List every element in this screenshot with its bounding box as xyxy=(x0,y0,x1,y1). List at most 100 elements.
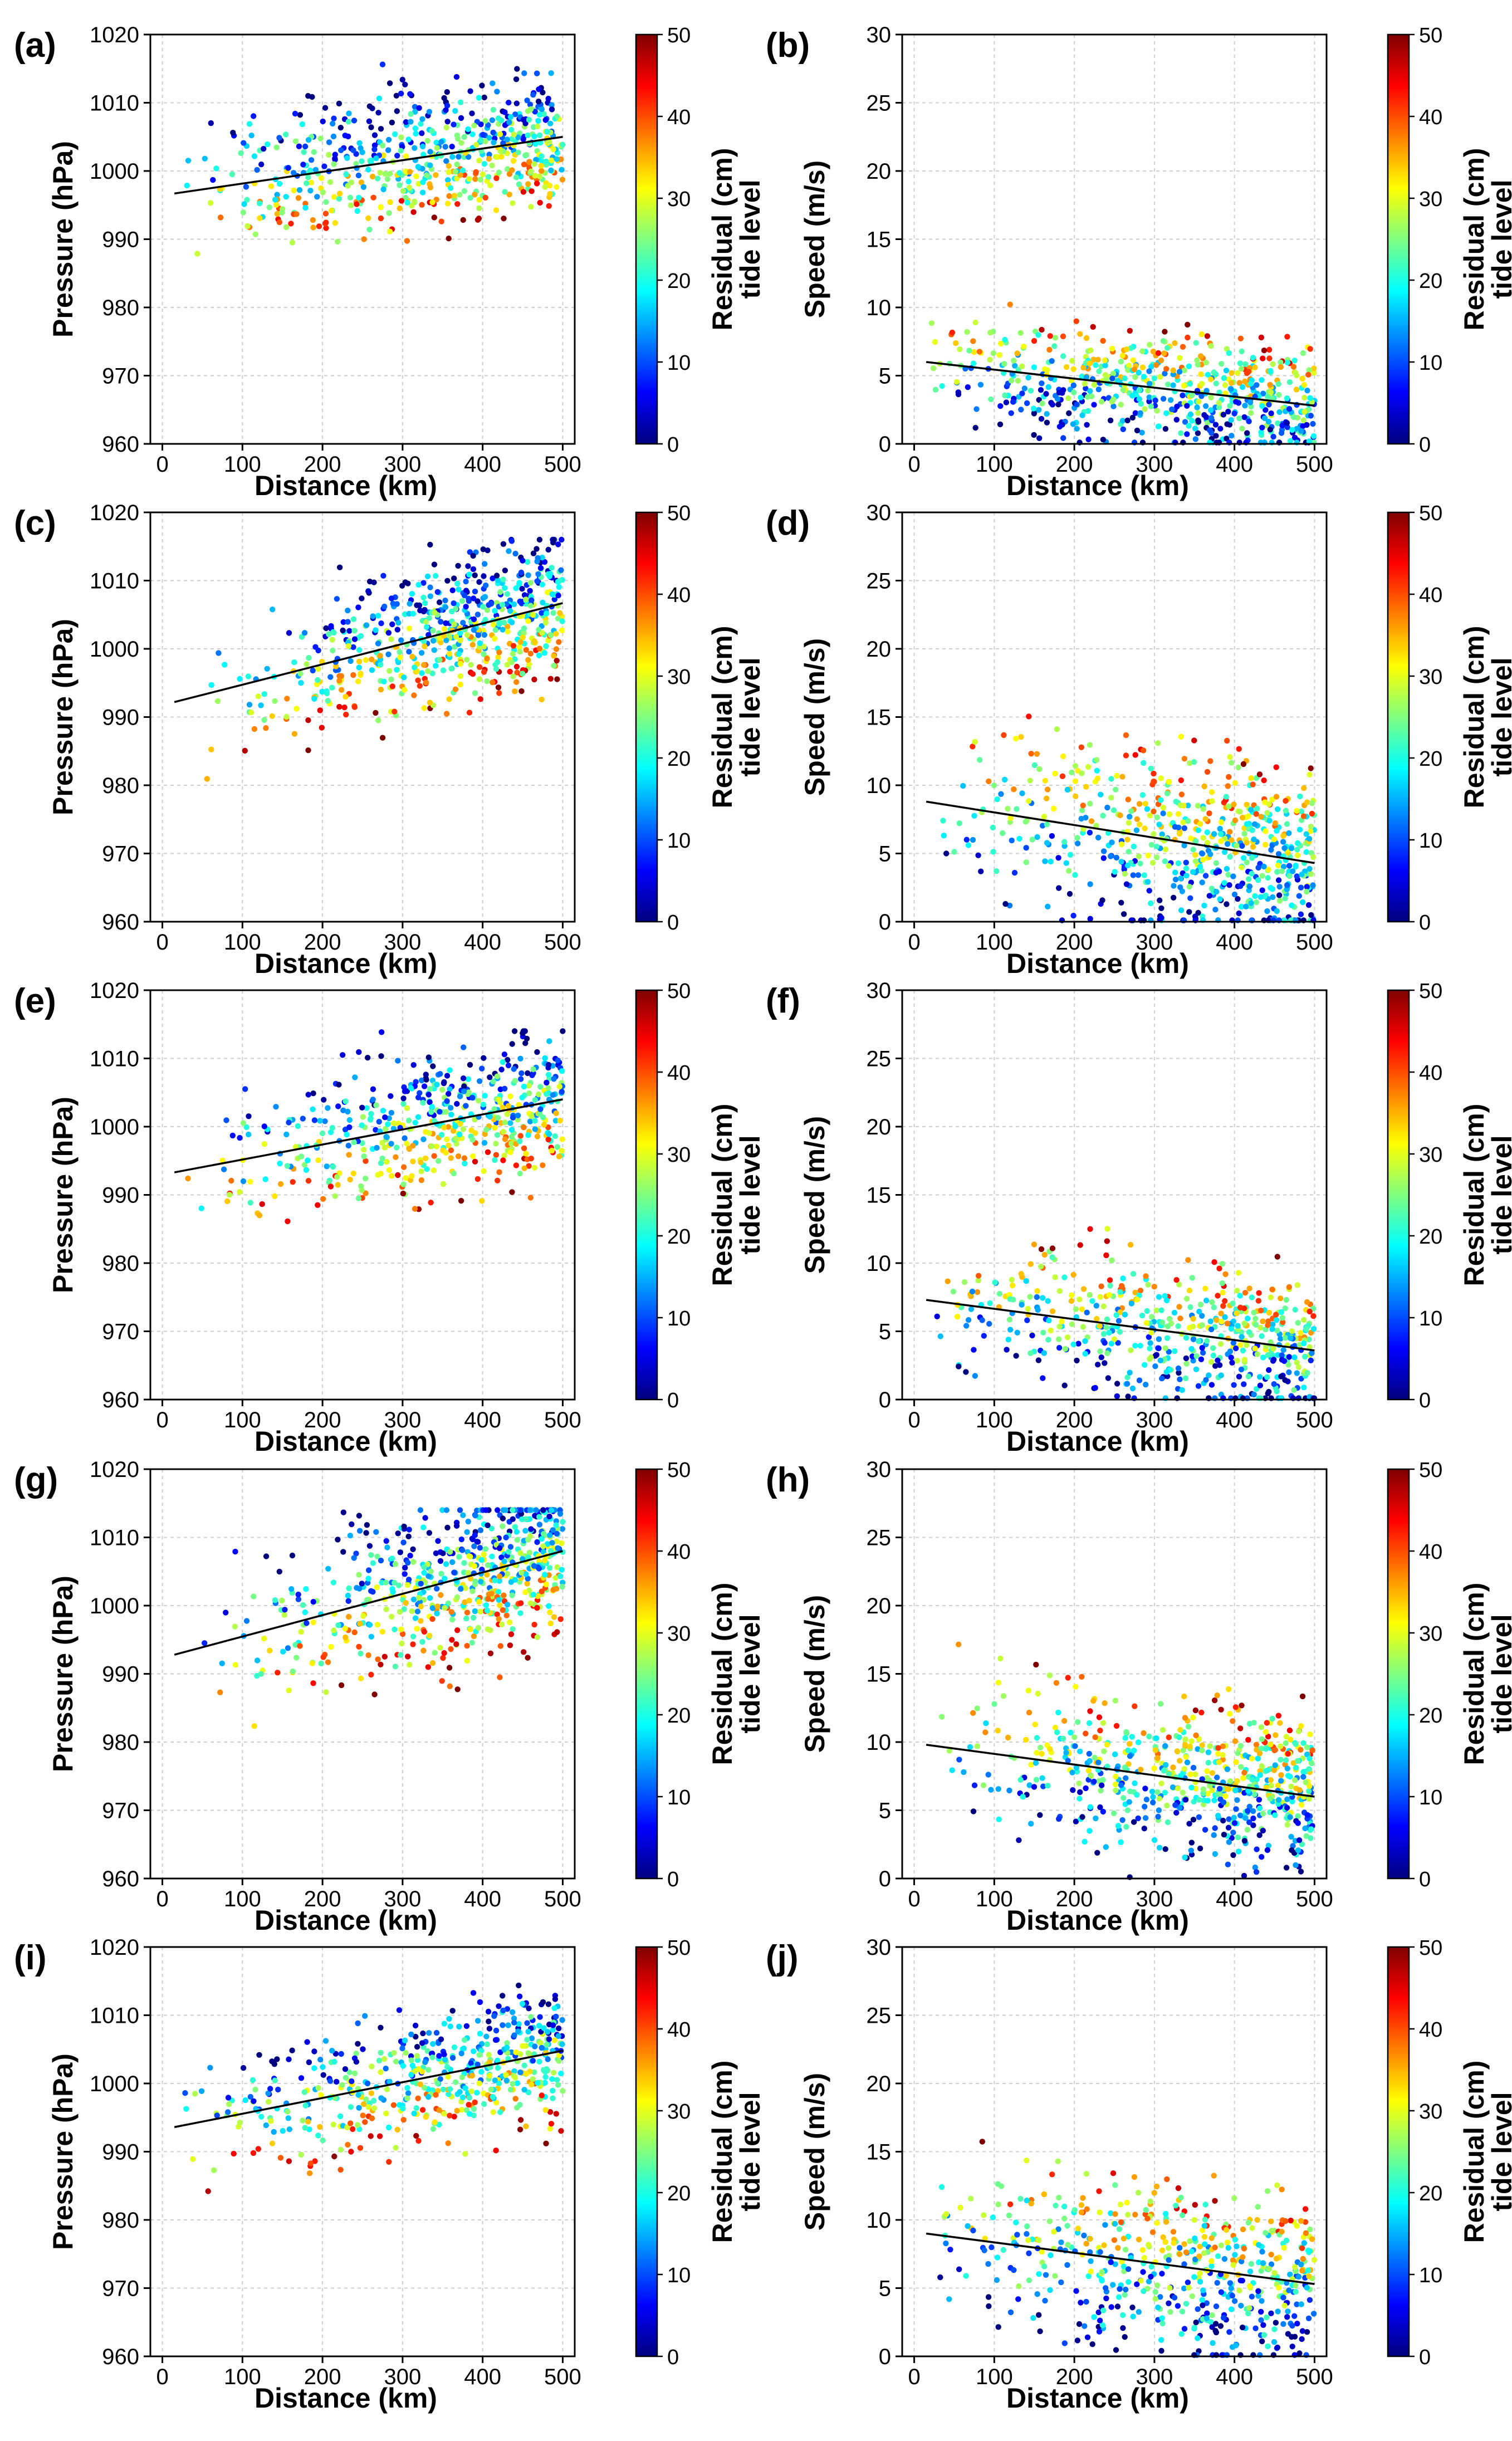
scatter-point xyxy=(410,1641,416,1647)
scatter-point xyxy=(1299,872,1305,878)
scatter-point xyxy=(1096,368,1102,374)
scatter-point xyxy=(1278,359,1284,365)
scatter-point xyxy=(1151,779,1157,785)
scatter-point xyxy=(521,70,527,76)
scatter-point xyxy=(504,662,510,668)
scatter-point xyxy=(1269,1286,1275,1293)
scatter-point xyxy=(412,1206,418,1212)
scatter-point xyxy=(1223,368,1230,374)
scatter-point xyxy=(417,1507,424,1513)
scatter-point xyxy=(1183,873,1190,879)
scatter-point xyxy=(310,1619,316,1626)
scatter-point xyxy=(1163,410,1170,417)
colorbar-tick-label: 50 xyxy=(1419,980,1442,1003)
scatter-point xyxy=(1134,1297,1141,1303)
scatter-point xyxy=(384,1544,390,1550)
scatter-point xyxy=(213,165,219,172)
scatter-point xyxy=(1019,1302,1025,1308)
scatter-point xyxy=(374,1584,380,1591)
scatter-point xyxy=(434,145,440,151)
scatter-point xyxy=(1179,1387,1185,1393)
scatter-point xyxy=(378,1661,384,1667)
scatter-point xyxy=(1171,883,1177,889)
scatter-point xyxy=(1286,1369,1292,1376)
scatter-point xyxy=(506,548,512,554)
scatter-point xyxy=(472,1608,478,1615)
scatter-point xyxy=(1078,394,1084,400)
scatter-point xyxy=(492,1577,498,1583)
scatter-point xyxy=(1295,1728,1302,1734)
scatter-point xyxy=(397,205,403,212)
scatter-point xyxy=(1241,1320,1247,1327)
scatter-point xyxy=(539,696,545,703)
scatter-point xyxy=(1066,891,1073,897)
scatter-point xyxy=(1211,369,1217,375)
scatter-point xyxy=(1304,799,1310,805)
scatter-point xyxy=(521,1165,527,1171)
scatter-point xyxy=(368,124,374,130)
scatter-point xyxy=(1082,380,1088,387)
scatter-point xyxy=(1306,438,1313,444)
scatter-point xyxy=(452,686,459,692)
scatter-point xyxy=(516,181,522,188)
scatter-point xyxy=(485,547,491,554)
scatter-point xyxy=(1294,1359,1300,1366)
scatter-point xyxy=(1263,407,1269,413)
scatter-point xyxy=(555,615,561,622)
scatter-point xyxy=(1069,769,1075,776)
scatter-point xyxy=(412,1615,419,1621)
scatter-point xyxy=(1283,808,1289,814)
scatter-point xyxy=(269,713,275,720)
y-tick-label: 1020 xyxy=(90,23,139,47)
scatter-point xyxy=(1115,1318,1122,1324)
scatter-point xyxy=(1310,1313,1317,1319)
scatter-point xyxy=(464,1643,470,1649)
panel-label: (d) xyxy=(766,504,810,542)
scatter-point xyxy=(1265,418,1272,425)
scatter-point xyxy=(471,1563,477,1569)
scatter-point xyxy=(405,1559,411,1566)
scatter-point xyxy=(1036,766,1043,772)
scatter-point xyxy=(243,184,249,190)
x-tick-label: 400 xyxy=(1216,1408,1253,1432)
scatter-point xyxy=(378,620,384,627)
y-tick-label: 10 xyxy=(867,296,892,320)
scatter-point xyxy=(237,676,243,682)
scatter-point xyxy=(492,1157,498,1163)
y-tick-label: 15 xyxy=(867,228,892,252)
scatter-point xyxy=(1142,1785,1148,1792)
scatter-point xyxy=(1006,1787,1012,1794)
scatter-point xyxy=(464,1657,471,1664)
scatter-point xyxy=(510,673,516,679)
scatter-point xyxy=(447,1683,453,1689)
scatter-point xyxy=(555,579,561,585)
scatter-point xyxy=(1146,380,1153,387)
scatter-point xyxy=(431,1153,437,1159)
scatter-point xyxy=(1291,1354,1298,1361)
scatter-point xyxy=(965,842,972,848)
scatter-point xyxy=(330,133,337,140)
scatter-point xyxy=(356,647,363,653)
scatter-point xyxy=(1087,742,1093,748)
scatter-point xyxy=(1041,814,1048,820)
scatter-point xyxy=(457,1093,463,1099)
scatter-point xyxy=(1136,1377,1143,1383)
scatter-point xyxy=(350,1170,356,1177)
scatter-point xyxy=(972,424,978,431)
scatter-point xyxy=(1273,794,1280,800)
scatter-point xyxy=(1097,1294,1103,1300)
scatter-point xyxy=(1236,910,1242,917)
scatter-point xyxy=(525,1576,531,1582)
scatter-point xyxy=(446,1090,452,1097)
scatter-point xyxy=(1155,1813,1161,1820)
y-tick-label: 960 xyxy=(102,910,139,935)
scatter-point xyxy=(327,1183,334,1190)
scatter-point xyxy=(369,667,375,673)
x-axis-label: Distance (km) xyxy=(255,1905,437,1936)
scatter-point xyxy=(1025,1687,1031,1694)
scatter-point xyxy=(503,1534,509,1540)
scatter-point xyxy=(412,125,418,131)
scatter-point xyxy=(534,546,540,552)
scatter-point xyxy=(1172,877,1179,883)
scatter-point xyxy=(1200,857,1206,863)
